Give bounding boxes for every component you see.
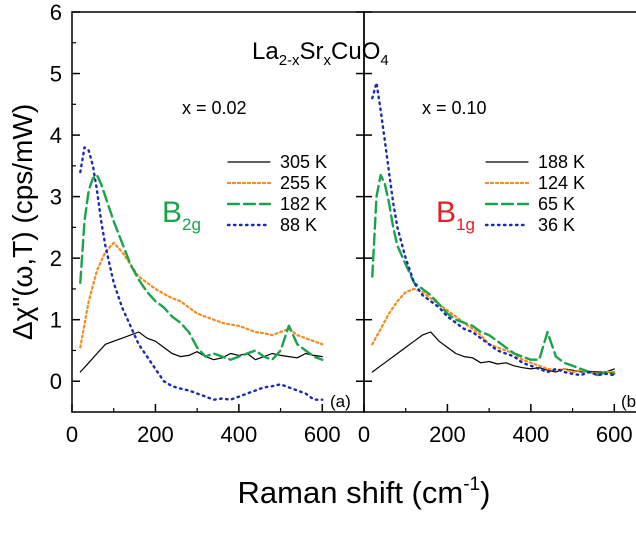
x-axis-label-main: Raman shift (cm xyxy=(238,475,464,510)
compound-part-1: La xyxy=(252,38,279,65)
symmetry-main-a: B xyxy=(162,196,182,229)
symmetry-label-b: B1g xyxy=(436,196,475,234)
legend-label-a-1: 255 K xyxy=(280,173,327,193)
compound-part-2: Sr xyxy=(300,38,324,65)
x-tick-label-a: 0 xyxy=(66,422,78,447)
x-axis-label-sup: -1 xyxy=(463,474,480,495)
y-tick-label: 3 xyxy=(50,185,62,210)
x-tick-label-b: 0 xyxy=(358,422,370,447)
legend-label-a-2: 182 K xyxy=(280,194,327,214)
y-tick-label: 5 xyxy=(50,62,62,87)
series-line-a-3 xyxy=(79,146,324,401)
legend-label-b-2: 65 K xyxy=(538,194,575,214)
compound-sub-2: x xyxy=(324,52,332,69)
x-tick-label-a: 400 xyxy=(220,422,257,447)
series-line-a-0 xyxy=(79,331,323,373)
x-tick-label-b: 600 xyxy=(596,422,633,447)
x-tick-label-a: 600 xyxy=(304,422,341,447)
doping-label-b: x = 0.10 xyxy=(422,98,487,118)
series-line-b-2 xyxy=(371,173,616,377)
y-tick-label: 0 xyxy=(50,369,62,394)
compound-title: La2-xSrxCuO4 xyxy=(252,38,389,69)
y-tick-label: 4 xyxy=(50,123,62,148)
symmetry-main-b: B xyxy=(436,196,456,229)
compound-sub-3: 4 xyxy=(380,52,388,69)
legend-label-b-0: 188 K xyxy=(538,152,585,172)
y-axis-label: Δχ"(ω,T) (cps/mW) xyxy=(7,104,38,340)
symmetry-sub-a: 2g xyxy=(182,215,201,234)
panel-label-a: (a) xyxy=(330,392,351,411)
series-line-a-1 xyxy=(79,241,324,349)
x-axis-label-end: ) xyxy=(480,475,490,510)
series-line-b-0 xyxy=(371,331,615,373)
series-line-a-2 xyxy=(79,173,324,361)
compound-part-3: CuO xyxy=(331,38,380,65)
legend-label-a-0: 305 K xyxy=(280,152,327,172)
legend-label-b-1: 124 K xyxy=(538,173,585,193)
legend-label-b-3: 36 K xyxy=(538,215,575,235)
symmetry-label-a: B2g xyxy=(162,196,201,234)
series-line-b-1 xyxy=(371,287,616,375)
y-tick-label: 6 xyxy=(50,0,62,25)
symmetry-sub-b: 1g xyxy=(456,215,475,234)
y-tick-label: 2 xyxy=(50,246,62,271)
panel-label-b: (b) xyxy=(621,392,636,411)
compound-sub-1: 2-x xyxy=(279,52,300,69)
x-axis-label: Raman shift (cm-1) xyxy=(238,474,491,510)
y-tick-label: 1 xyxy=(50,308,62,333)
series-line-b-3 xyxy=(371,81,616,377)
legend-label-a-3: 88 K xyxy=(280,215,317,235)
panel-b-frame xyxy=(363,11,636,413)
x-tick-label-a: 200 xyxy=(137,422,174,447)
doping-label-a: x = 0.02 xyxy=(182,98,247,118)
x-tick-label-b: 400 xyxy=(512,422,549,447)
x-tick-label-b: 200 xyxy=(429,422,466,447)
